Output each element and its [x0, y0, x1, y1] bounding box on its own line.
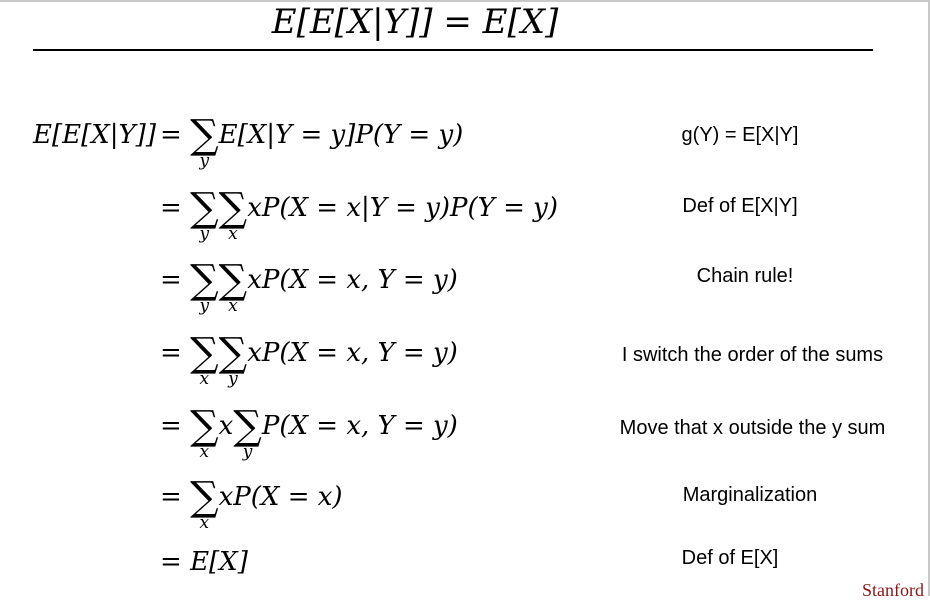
sum-symbol: ∑ y — [190, 257, 219, 316]
step-6-body: xP(X = x) — [218, 482, 343, 512]
step-1-note: g(Y) = E[X|Y] — [681, 124, 799, 146]
step-2-body: xP(X = x|Y = y)P(Y = y) — [247, 193, 558, 223]
equals-sign: = — [160, 193, 182, 223]
title-underline — [33, 49, 873, 51]
sum-symbol: ∑ x — [190, 330, 219, 389]
slide-right-border — [928, 0, 930, 596]
derivation-lhs: E[E[X|Y]] — [33, 120, 156, 150]
step-2-equation: = ∑ y ∑ x xP(X = x|Y = y)P(Y = y) — [160, 185, 558, 244]
step-1-equation: = ∑ y E[X|Y = y]P(Y = y) — [160, 112, 464, 171]
step-5-equation: = ∑ x x ∑ y P(X = x, Y = y) — [160, 403, 458, 462]
equals-sign: = — [160, 265, 182, 295]
step-4-body: xP(X = x, Y = y) — [247, 338, 458, 368]
stanford-logo-text: Stanford — [862, 580, 924, 600]
step-5-factor: x — [218, 411, 234, 441]
step-3-body: xP(X = x, Y = y) — [247, 265, 458, 295]
step-3-equation: = ∑ y ∑ x xP(X = x, Y = y) — [160, 257, 458, 316]
step-2-note: Def of E[X|Y] — [682, 195, 798, 217]
step-4-note: I switch the order of the sums — [621, 344, 884, 366]
step-7-body: E[X] — [190, 547, 248, 577]
equals-sign: = — [160, 547, 182, 577]
slide-title: E[E[X|Y]] = E[X] — [271, 2, 559, 42]
step-5-note: Move that x outside the y sum — [619, 417, 886, 439]
slide-top-border — [0, 0, 930, 2]
step-3-note: Chain rule! — [696, 265, 794, 287]
equals-sign: = — [160, 411, 182, 441]
sum-symbol: ∑ x — [218, 185, 248, 244]
step-1-body: E[X|Y = y]P(Y = y) — [218, 120, 464, 150]
step-7-equation: = E[X] — [160, 547, 248, 577]
step-7-note: Def of E[X] — [681, 547, 779, 569]
sum-symbol: ∑ y — [190, 112, 219, 171]
sum-symbol: ∑ x — [190, 403, 219, 462]
lhs-expression: E[E[X|Y]] — [33, 120, 156, 150]
step-4-equation: = ∑ x ∑ y xP(X = x, Y = y) — [160, 330, 458, 389]
step-5-body: P(X = x, Y = y) — [261, 411, 458, 441]
sum-symbol: ∑ x — [218, 257, 248, 316]
equals-sign: = — [160, 482, 182, 512]
sum-symbol: ∑ y — [218, 330, 248, 389]
equals-sign: = — [160, 338, 182, 368]
step-6-equation: = ∑ x xP(X = x) — [160, 474, 343, 533]
step-6-note: Marginalization — [682, 484, 818, 506]
sum-symbol: ∑ y — [190, 185, 219, 244]
equals-sign: = — [160, 120, 182, 150]
sum-symbol: ∑ x — [190, 474, 219, 533]
sum-symbol: ∑ y — [233, 403, 262, 462]
